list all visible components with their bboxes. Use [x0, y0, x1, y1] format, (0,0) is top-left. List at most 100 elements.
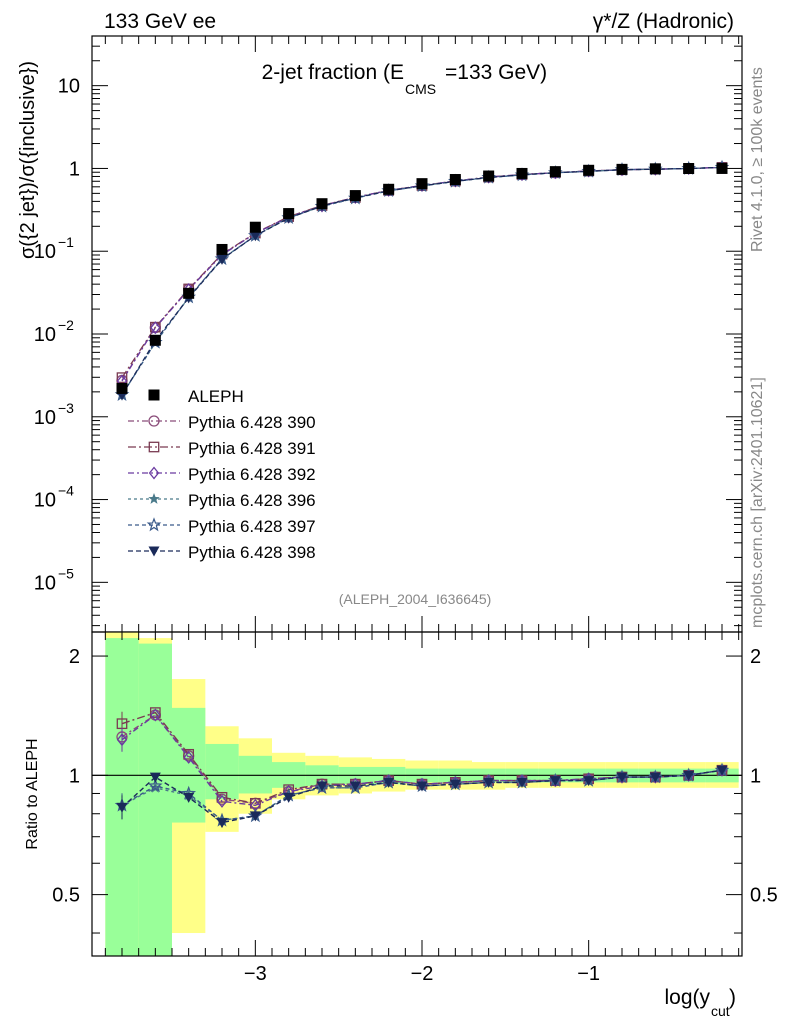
- data-point: [483, 170, 495, 182]
- x-axis-label-tail: ): [729, 986, 736, 1009]
- mc-line-main: [121, 166, 723, 378]
- uncertainty-band-inner: [238, 755, 272, 794]
- mc-marker-ratio: [249, 797, 261, 809]
- x-axis-label-sub: cut: [711, 1003, 730, 1019]
- mc-marker-ratio: [148, 778, 163, 793]
- x-tick-label: −3: [244, 963, 267, 985]
- y-tick-label: 1: [69, 158, 80, 180]
- ratio-bands: [105, 632, 739, 956]
- data-point: [649, 163, 661, 175]
- data-point: [283, 208, 295, 220]
- mc-marker-ratio: [716, 765, 728, 776]
- data-point: [516, 167, 528, 179]
- legend-label: Pythia 6.428 397: [188, 517, 316, 536]
- legend-label: Pythia 6.428 398: [188, 543, 316, 562]
- y-tick-label: 10: [34, 324, 56, 346]
- mc-marker-ratio: [183, 792, 195, 803]
- uncertainty-band-inner: [138, 643, 172, 956]
- mc-marker-ratio: [483, 777, 495, 788]
- mc-marker-ratio: [516, 777, 528, 788]
- chart-title-main: 2-jet fraction (E: [262, 61, 404, 84]
- mc-marker-ratio: [149, 781, 161, 793]
- mc-marker-ratio: [183, 750, 194, 764]
- mc-marker-ratio: [249, 811, 261, 822]
- ratio-tick-label-left: 0.5: [52, 885, 80, 907]
- mc-marker-main: [249, 231, 261, 242]
- y-tick-exponent: −5: [58, 565, 74, 581]
- ratio-tick-label-left: 2: [69, 646, 80, 668]
- y-tick-exponent: −3: [58, 400, 74, 416]
- mc-line-main: [121, 166, 723, 396]
- data-point: [583, 164, 595, 176]
- ratio-tick-label-left: 1: [69, 765, 80, 787]
- legend: ALEPH Pythia 6.428 390 Pythia 6.428 391 Pyt…: [128, 387, 316, 562]
- watermark: (ALEPH_2004_I636645): [339, 591, 492, 607]
- data-point: [216, 243, 228, 255]
- mc-marker-ratio: [549, 776, 561, 787]
- chart-title-tail: =133 GeV): [445, 61, 547, 84]
- ratio-series-group: [114, 707, 730, 829]
- mc-marker-ratio: [583, 776, 595, 787]
- legend-marker: [146, 517, 162, 532]
- y-tick-label: 10: [58, 76, 80, 98]
- mc-marker-ratio: [283, 792, 295, 803]
- legend-marker: [148, 546, 160, 557]
- legend-marker: [148, 493, 160, 504]
- x-axis-label-main: log(y: [664, 986, 710, 1009]
- data-point: [716, 162, 728, 174]
- mc-marker-main: [150, 321, 161, 335]
- legend-marker: [148, 441, 160, 453]
- data-point: [316, 198, 328, 210]
- header-right-label: γ*/Z (Hadronic): [593, 10, 734, 33]
- mc-line-main: [121, 166, 723, 382]
- legend-label: Pythia 6.428 390: [188, 413, 316, 432]
- ratio-tick-label-right: 2: [750, 646, 761, 668]
- uncertainty-band-inner: [205, 743, 239, 800]
- y-tick-exponent: −4: [58, 483, 74, 499]
- main-data-group: [116, 162, 728, 394]
- y-axis-label: σ({2 jet})/σ({inclusive}): [17, 61, 39, 259]
- mc-marker-ratio: [149, 772, 161, 783]
- y-tick-label: 10: [34, 241, 56, 263]
- x-tick-label: −2: [411, 963, 434, 985]
- mc-line-main: [121, 166, 723, 396]
- header-left-label: 133 GeV ee: [104, 10, 216, 33]
- mc-marker-ratio: [616, 772, 628, 783]
- data-point: [149, 334, 161, 346]
- mc-marker-ratio: [183, 748, 195, 760]
- chart-title-sub: CMS: [405, 81, 436, 97]
- rivet-label: Rivet 4.1.0, ≥ 100k events: [749, 67, 766, 252]
- data-point: [449, 174, 461, 186]
- legend-marker: [148, 415, 160, 427]
- legend-label: Pythia 6.428 396: [188, 491, 316, 510]
- y-tick-exponent: −1: [58, 234, 74, 250]
- mc-marker-main: [216, 254, 228, 265]
- y-tick-label: 10: [34, 490, 56, 512]
- mcplots-label: mcplots.cern.ch [arXiv:2401.10621]: [749, 377, 766, 628]
- ratio-y-axis-label: Ratio to ALEPH: [24, 738, 41, 849]
- y-tick-exponent: −2: [58, 317, 74, 333]
- data-point: [616, 163, 628, 175]
- ratio-panel: 2 2 1 1 0.5 0.5 −3 −2 −1 Ratio to ALEPH: [24, 631, 778, 985]
- y-tick-label: 10: [34, 407, 56, 429]
- mc-marker-ratio: [649, 772, 661, 783]
- y-tick-label: 10: [34, 572, 56, 594]
- ratio-tick-label-right: 1: [750, 765, 761, 787]
- data-point: [416, 178, 428, 190]
- mc-line-main: [121, 166, 723, 396]
- x-tick-label: −1: [577, 963, 600, 985]
- mc-marker-ratio: [149, 707, 161, 718]
- legend-label: Pythia 6.428 392: [188, 465, 316, 484]
- ratio-frame: [91, 631, 743, 957]
- mc-marker-ratio: [150, 708, 161, 722]
- data-point: [183, 287, 195, 299]
- data-point: [683, 163, 695, 175]
- mc-marker-ratio: [449, 779, 461, 790]
- legend-label: Pythia 6.428 391: [188, 439, 316, 458]
- mc-marker-ratio: [416, 781, 428, 792]
- data-point: [383, 183, 395, 195]
- mc-line-main: [121, 166, 723, 381]
